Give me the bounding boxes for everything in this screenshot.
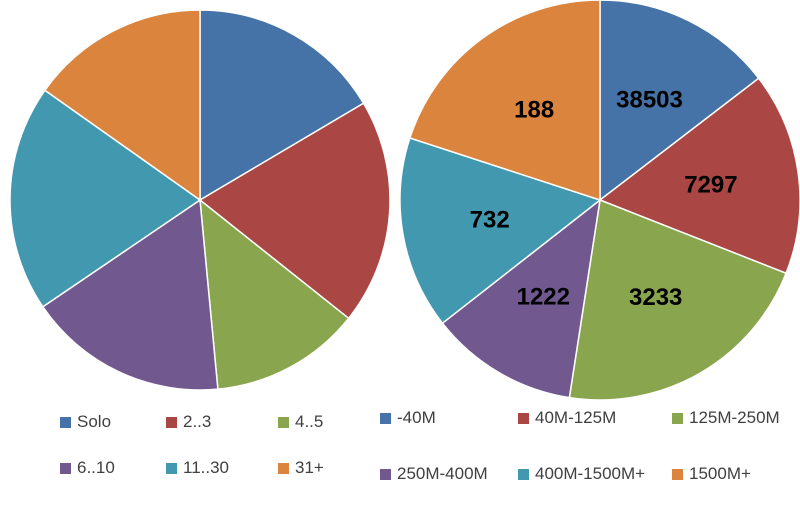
legend-left-item-5: 31+ [278, 458, 324, 478]
legend-right-label-1: 40M-125M [535, 408, 617, 427]
legend-left-swatch-4 [166, 462, 177, 474]
legend-right-swatch-3 [380, 468, 391, 480]
legend-left-label-3: 6..10 [77, 458, 115, 477]
legend-right-swatch-1 [518, 412, 529, 424]
pie-left-slice-5 [43, 9, 201, 202]
legend-right-label-3: 250M-400M [397, 464, 488, 483]
legend-left-label-2: 4..5 [295, 412, 324, 431]
legend-right-item-4: 400M-1500M+ [518, 464, 645, 484]
pie-left-slice-3 [41, 198, 219, 391]
legend-left-item-2: 4..5 [278, 412, 323, 432]
legend-left-item-1: 2..3 [166, 412, 211, 432]
pie-right-data-label-5: 188 [514, 96, 554, 123]
pie-chart-left [9, 9, 391, 391]
legend-left-swatch-0 [60, 416, 71, 428]
legend-right-item-3: 250M-400M [380, 464, 488, 484]
legend-right-label-4: 400M-1500M+ [535, 464, 646, 483]
legend-left-swatch-5 [278, 462, 289, 474]
legend-left-label-0: Solo [77, 412, 112, 431]
pie-right-slice-5 [408, 0, 601, 202]
legend-left-swatch-2 [278, 416, 289, 428]
legend-left-item-0: Solo [60, 412, 111, 432]
legend-right-item-2: 125M-250M [672, 408, 780, 428]
pie-right-data-label-2: 3233 [629, 284, 682, 311]
legend-left-swatch-1 [166, 416, 177, 428]
legend-left-label-1: 2..3 [183, 412, 212, 431]
legend-right-item-5: 1500M+ [672, 464, 751, 484]
pie-left-slice-1 [198, 102, 391, 320]
legend-right-item-0: -40M [380, 408, 436, 428]
legend-right-label-2: 125M-250M [689, 408, 780, 427]
legend-right-swatch-0 [380, 412, 391, 424]
legend-right-item-1: 40M-125M [518, 408, 616, 428]
pie-chart-right: 38503 7297 3233 1222 732 188 [399, 0, 800, 401]
pie-right-data-label-3: 1222 [517, 284, 570, 311]
legend-right-swatch-2 [672, 412, 683, 424]
legend-right-label-0: -40M [397, 408, 436, 427]
legend-right-swatch-4 [518, 468, 529, 480]
legend-left-item-4: 11..30 [166, 458, 229, 478]
pie-left-slice-4 [9, 89, 202, 308]
pie-right-data-label-0: 38503 [616, 87, 683, 114]
legend-left-label-4: 11..30 [183, 458, 230, 477]
pie-right-slice-1 [598, 77, 800, 275]
legend-left-item-3: 6..10 [60, 458, 115, 478]
pie-right-slice-0 [599, 0, 760, 202]
pie-left-slice-0 [199, 9, 365, 202]
legend-left-label-5: 31+ [295, 458, 324, 477]
legend-left-swatch-3 [60, 462, 71, 474]
pie-right-slice-3 [441, 198, 602, 399]
pie-left-slice-2 [199, 198, 350, 390]
pie-right-data-label-1: 7297 [684, 171, 737, 198]
legend-right-label-5: 1500M+ [689, 464, 751, 483]
pie-right-data-label-4: 732 [470, 206, 510, 233]
legend-right-swatch-5 [672, 468, 683, 480]
pie-right-slice-2 [568, 198, 788, 401]
